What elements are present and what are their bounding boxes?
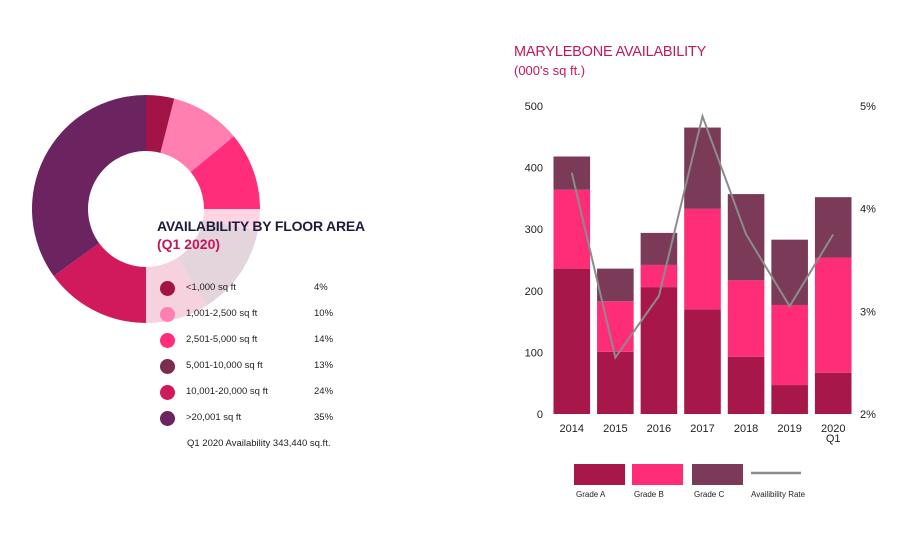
bar-grade-c-2 — [640, 232, 678, 265]
y2-tick-label: 5% — [860, 101, 876, 113]
x-tick-label: 2019 — [777, 423, 801, 435]
legend-label: <1,000 sq ft — [186, 282, 236, 293]
y-tick-label: 100 — [525, 347, 543, 359]
bar-grade-b-0 — [553, 189, 591, 269]
bar-grade-a-6 — [814, 372, 852, 414]
legend-swatch — [160, 333, 175, 348]
donut-slice-2 — [190, 136, 260, 231]
legend-label: 5,001-10,000 sq ft — [186, 360, 263, 371]
legend-swatch — [160, 359, 175, 374]
legend-item-10001-20000: 10,001-20,000 sq ft 24% — [160, 384, 360, 410]
bar-grade-a-3 — [684, 309, 721, 414]
bar-grade-a-0 — [553, 268, 591, 414]
bar-grade-b-1 — [597, 301, 634, 352]
x-tick-label: 2020 — [821, 423, 845, 435]
bar-grade-c-1 — [597, 268, 634, 302]
donut-subtitle: (Q1 2020) — [157, 236, 221, 252]
bar-grade-b-3 — [684, 208, 721, 310]
availability-rate-line — [570, 112, 835, 360]
legend-label: Availibility Rate — [751, 490, 806, 499]
donut-slice-5 — [32, 95, 146, 277]
y-tick-label: 300 — [525, 224, 543, 236]
legend-label: Grade B — [634, 490, 664, 499]
x-tick-label: 2016 — [647, 423, 671, 435]
bar-grade-c-5 — [771, 239, 808, 305]
bar-grade-a-5 — [771, 385, 808, 414]
donut-label-backdrop — [146, 209, 261, 324]
donut-footnote: Q1 2020 Availability 343,440 sq.ft. — [187, 438, 331, 449]
legend-swatch — [160, 281, 175, 296]
legend-label: 1,001-2,500 sq ft — [186, 308, 258, 319]
bar-grade-a-1 — [597, 351, 634, 414]
legend-percent: 13% — [314, 360, 334, 371]
y2-tick-label: 3% — [860, 306, 876, 318]
legend-label: >20,001 sq ft — [186, 412, 242, 423]
y-tick-label: 0 — [537, 409, 543, 421]
legend-item-2501-5000: 2,501-5,000 sq ft 14% — [160, 332, 360, 358]
legend-label: 10,001-20,000 sq ft — [186, 386, 268, 397]
legend-percent: 35% — [314, 412, 334, 423]
x-tick-label: 2017 — [690, 423, 714, 435]
bar-grade-b-6 — [814, 257, 852, 373]
x-tick-label: Q1 — [826, 433, 841, 445]
bar-grade-a-2 — [640, 287, 678, 414]
legend-swatch-grade-b — [632, 464, 683, 485]
y-tick-label: 400 — [525, 163, 543, 175]
legend-item-5001-10000: 5,001-10,000 sq ft 13% — [160, 358, 360, 384]
donut-slice-1 — [160, 98, 234, 173]
legend-swatch — [160, 307, 175, 322]
legend-swatch-grade-c — [692, 464, 743, 485]
legend-label: 2,501-5,000 sq ft — [186, 334, 258, 345]
x-tick-label: 2014 — [560, 423, 584, 435]
donut-slice-0 — [146, 95, 175, 153]
legend-label: Grade A — [576, 490, 606, 499]
legend-swatch — [160, 385, 175, 400]
legend-item-gt-20001: >20,001 sq ft 35% — [160, 410, 360, 436]
legend-percent: 14% — [314, 334, 334, 345]
donut-legend: <1,000 sq ft 4% 1,001-2,500 sq ft 10% 2,… — [160, 280, 360, 436]
legend-item-lt-1000: <1,000 sq ft 4% — [160, 280, 360, 306]
bar-grade-c-4 — [727, 194, 765, 281]
y2-tick-label: 2% — [860, 409, 876, 421]
bar-chart-title: MARYLEBONE AVAILABILITY — [514, 44, 707, 60]
legend-swatch — [160, 411, 175, 426]
legend-label: Grade C — [694, 490, 724, 499]
bar-grade-c-6 — [814, 197, 852, 258]
legend-item-1001-2500: 1,001-2,500 sq ft 10% — [160, 306, 360, 332]
bar-grade-b-5 — [771, 304, 808, 386]
bar-chart-subtitle: (000's sq ft.) — [514, 63, 586, 78]
legend-swatch-grade-a — [574, 464, 625, 485]
x-tick-label: 2018 — [734, 423, 758, 435]
bar-grade-b-2 — [640, 264, 678, 288]
donut-title: AVAILABILITY BY FLOOR AREA — [157, 218, 365, 234]
y-tick-label: 500 — [525, 101, 543, 113]
bar-grade-b-4 — [727, 280, 765, 357]
x-tick-label: 2015 — [603, 423, 627, 435]
bar-grade-a-4 — [727, 356, 765, 414]
legend-percent: 10% — [314, 308, 334, 319]
legend-percent: 24% — [314, 386, 334, 397]
y2-tick-label: 4% — [860, 204, 876, 216]
legend-percent: 4% — [314, 282, 328, 293]
y-tick-label: 200 — [525, 286, 543, 298]
